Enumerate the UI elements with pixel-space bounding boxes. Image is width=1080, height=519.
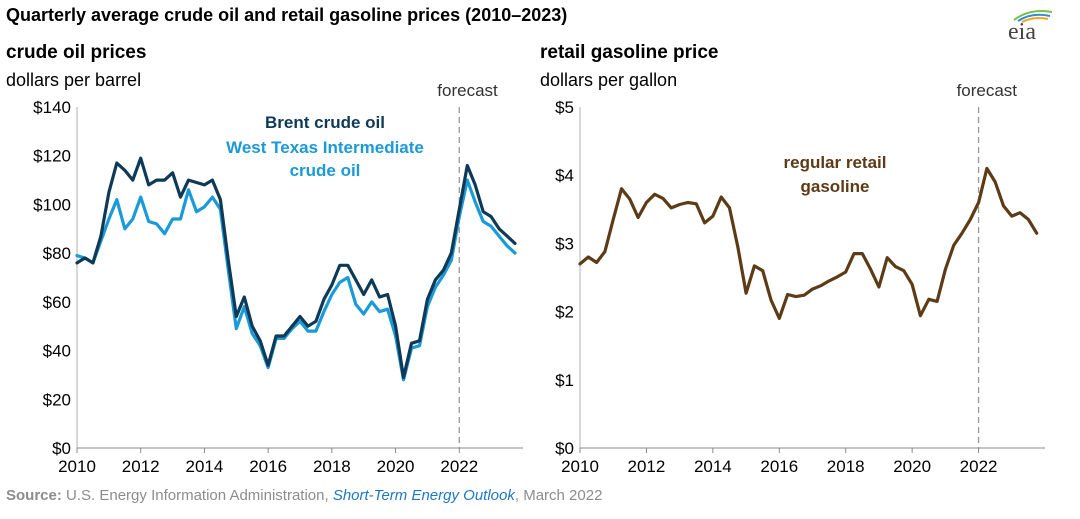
left-xtick-label: 2014 xyxy=(186,457,224,476)
main-title: Quarterly average crude oil and retail g… xyxy=(6,5,568,25)
left-xtick-label: 2018 xyxy=(313,457,351,476)
left-series-annotation-2: crude oil xyxy=(290,161,361,180)
right-xtick-label: 2012 xyxy=(628,457,666,476)
left-ytick-label: $60 xyxy=(43,293,71,312)
left-series-brent-crude-oil xyxy=(75,156,517,379)
right-series-annotation-1: gasoline xyxy=(801,177,870,196)
right-xtick-label: 2014 xyxy=(694,457,732,476)
left-series-annotation-1: West Texas Intermediate xyxy=(226,138,424,157)
left-xtick-label: 2010 xyxy=(58,457,96,476)
left-xtick-label: 2022 xyxy=(440,457,478,476)
left-panel-title: crude oil prices xyxy=(6,42,147,63)
right-ytick-label: $0 xyxy=(555,439,574,458)
logo-text: eia xyxy=(1008,19,1036,45)
right-series-annotation-0: regular retail xyxy=(784,153,887,172)
right-ytick-label: $1 xyxy=(555,371,574,390)
left-series-west-texas-intermediate-crude-oil xyxy=(75,178,517,382)
left-ytick-label: $80 xyxy=(43,244,71,263)
right-xtick-label: 2020 xyxy=(893,457,931,476)
left-xtick-label: 2012 xyxy=(122,457,160,476)
left-ytick-label: $140 xyxy=(33,98,71,117)
left-series-annotation-0: Brent crude oil xyxy=(265,113,385,132)
right-panel-title: retail gasoline price xyxy=(540,42,719,63)
right-ytick-label: $5 xyxy=(555,98,574,117)
right-xtick-label: 2022 xyxy=(960,457,998,476)
right-xtick-label: 2010 xyxy=(561,457,599,476)
source-note: Source: U.S. Energy Information Administ… xyxy=(6,487,602,504)
left-forecast-label: forecast xyxy=(437,81,498,100)
eia-logo: eia xyxy=(1000,6,1060,46)
right-forecast-label: forecast xyxy=(957,81,1018,100)
left-xtick-label: 2020 xyxy=(377,457,415,476)
source-date: , March 2022 xyxy=(514,487,603,504)
source-label: Source: xyxy=(6,487,62,504)
source-text: U.S. Energy Information Administration, xyxy=(66,487,329,504)
right-ytick-label: $2 xyxy=(555,303,574,322)
left-ytick-label: $20 xyxy=(43,390,71,409)
left-ytick-label: $120 xyxy=(33,147,71,166)
left-ytick-label: $100 xyxy=(33,195,71,214)
right-panel-ylabel: dollars per gallon xyxy=(540,70,678,90)
eia-logo-mark xyxy=(1013,10,1053,23)
right-xtick-label: 2016 xyxy=(760,457,798,476)
left-xtick-label: 2016 xyxy=(249,457,287,476)
source-publication-link[interactable]: Short-Term Energy Outlook xyxy=(332,487,515,504)
right-xtick-label: 2018 xyxy=(827,457,865,476)
right-series-regular-retail-gasoline xyxy=(578,166,1039,320)
right-ytick-label: $3 xyxy=(555,234,574,253)
left-panel-ylabel: dollars per barrel xyxy=(6,70,142,90)
right-ytick-label: $4 xyxy=(555,166,574,185)
left-ytick-label: $0 xyxy=(52,439,71,458)
left-ytick-label: $40 xyxy=(43,342,71,361)
